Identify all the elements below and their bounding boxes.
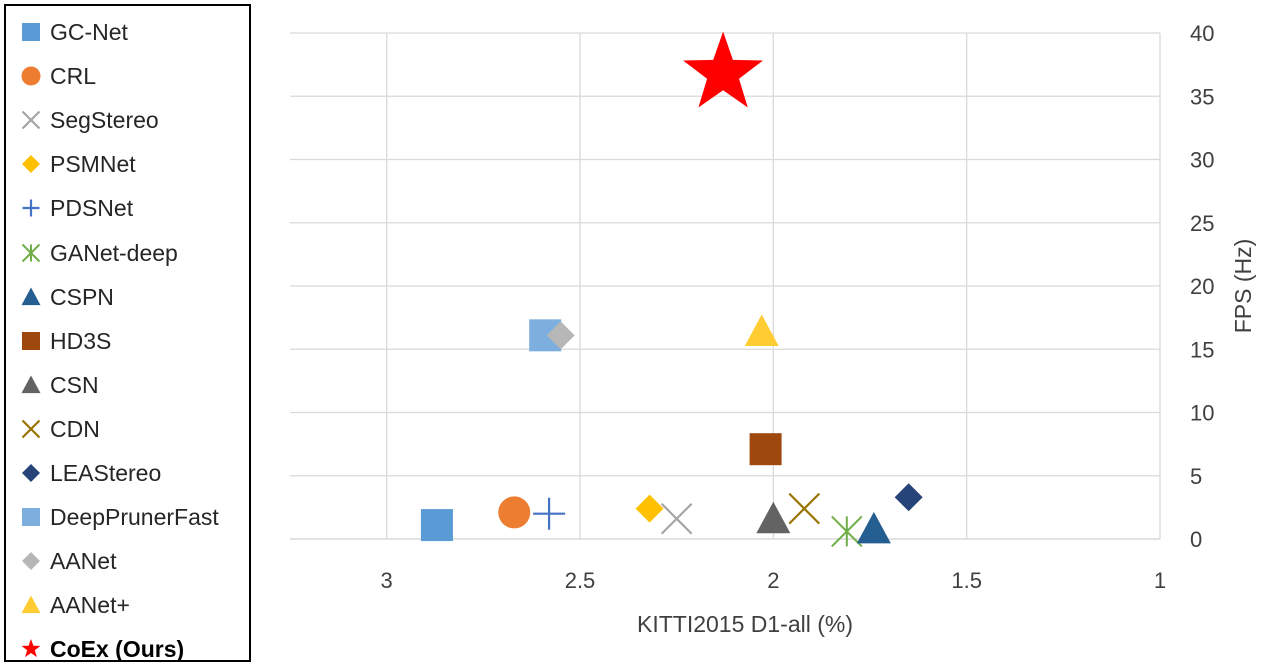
point-aanet xyxy=(546,321,575,350)
gridlines xyxy=(290,32,1161,540)
legend-item-coex-ours: CoEx (Ours) xyxy=(6,629,251,669)
point-ganet-deep xyxy=(831,515,863,548)
legend-label: CDN xyxy=(50,415,100,442)
legend-item-leastereo: LEAStereo xyxy=(6,453,251,493)
legend-label: CRL xyxy=(50,63,97,90)
x-axis-ticks: 3 2.5 2 1.5 1 xyxy=(381,568,1167,593)
y-tick-label: 35 xyxy=(1190,84,1214,109)
legend-label: PSMNet xyxy=(50,151,136,178)
legend-marker-square xyxy=(22,508,40,527)
legend-marker-star xyxy=(21,639,41,658)
y-axis-ticks: 0 5 10 15 20 25 30 35 40 xyxy=(1190,21,1214,552)
legend-label: GC-Net xyxy=(50,19,128,45)
legend-marker-x xyxy=(21,419,41,439)
legend-marker-circle xyxy=(21,66,41,86)
x-axis-title: KITTI2015 D1-all (%) xyxy=(637,611,853,637)
y-tick-label: 40 xyxy=(1190,21,1214,46)
legend-label: AANet+ xyxy=(50,592,130,619)
legend-item-ganet-deep: GANet-deep xyxy=(6,233,251,273)
legend-label: GANet-deep xyxy=(50,239,178,266)
y-tick-label: 15 xyxy=(1190,337,1214,362)
legend-item-deepprunerfast: DeepPrunerFast xyxy=(6,497,251,537)
legend-label: CoEx (Ours) xyxy=(50,636,185,663)
legend-marker-x xyxy=(21,110,41,130)
legend-label: CSN xyxy=(50,371,99,398)
y-tick-label: 20 xyxy=(1190,274,1214,299)
y-tick-label: 10 xyxy=(1190,401,1214,426)
legend-item-cspn: CSPN xyxy=(6,277,251,317)
legend-item-cdn: CDN xyxy=(6,409,251,449)
x-tick-label: 1.5 xyxy=(951,568,982,593)
point-coex-ours xyxy=(683,31,763,108)
legend-item-crl: CRL xyxy=(6,56,251,96)
y-tick-label: 25 xyxy=(1190,211,1214,236)
legend-marker-triangle xyxy=(21,375,41,393)
legend-label: LEAStereo xyxy=(50,460,162,486)
legend-label: DeepPrunerFast xyxy=(50,504,219,531)
legend-item-segstereo: SegStereo xyxy=(6,100,251,140)
legend-label: SegStereo xyxy=(50,107,159,134)
legend-marker-square xyxy=(22,331,40,350)
legend-label: AANet xyxy=(50,548,117,575)
legend-marker-plus xyxy=(22,199,40,217)
legend-item-csn: CSN xyxy=(6,365,251,405)
legend-label: CSPN xyxy=(50,283,114,310)
legend-item-psmnet: PSMNet xyxy=(6,144,251,184)
point-cdn xyxy=(788,492,821,525)
legend-item-gc-net: GC-Net xyxy=(6,12,251,52)
legend-marker-triangle xyxy=(21,595,41,614)
legend-label: PDSNet xyxy=(50,195,134,222)
legend-marker-diamond xyxy=(22,552,40,571)
point-cspn xyxy=(856,511,891,544)
legend-marker-diamond xyxy=(22,155,40,174)
point-csn xyxy=(756,501,791,534)
point-pdsnet xyxy=(533,497,566,530)
point-crl xyxy=(498,496,531,529)
point-segstereo xyxy=(660,502,693,535)
point-hd3s xyxy=(749,433,782,466)
x-tick-label: 2 xyxy=(767,568,779,593)
legend-marker-diamond xyxy=(22,464,40,482)
legend-item-aanet: AANet+ xyxy=(6,585,251,625)
point-psmnet xyxy=(635,494,664,523)
legend-item-aanet: AANet xyxy=(6,541,251,581)
legend-label: HD3S xyxy=(50,327,112,354)
legend-marker-square xyxy=(22,23,40,41)
point-aanet xyxy=(744,314,779,346)
legend-item-hd3s: HD3S xyxy=(6,321,251,361)
legend-marker-asterisk xyxy=(21,243,41,262)
y-tick-label: 30 xyxy=(1190,148,1214,173)
y-axis-title: FPS (Hz) xyxy=(1230,239,1256,334)
legend-item-pdsnet: PDSNet xyxy=(6,188,251,228)
x-tick-label: 2.5 xyxy=(565,568,596,593)
point-gc-net xyxy=(420,509,453,542)
x-tick-label: 1 xyxy=(1154,568,1166,593)
x-tick-label: 3 xyxy=(381,568,393,593)
y-tick-label: 0 xyxy=(1190,527,1202,552)
y-tick-label: 5 xyxy=(1190,464,1202,489)
chart-legend: GC-Net CRL SegStereo PSMNet PDSNet GANet-deep… xyxy=(4,4,251,662)
point-leastereo xyxy=(894,483,923,512)
data-points xyxy=(420,31,923,548)
legend-marker-triangle xyxy=(21,287,41,305)
